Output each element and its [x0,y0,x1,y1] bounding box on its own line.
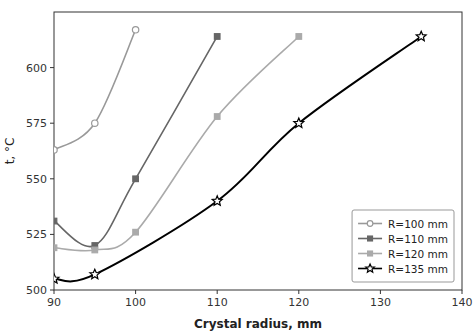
x-tick-label: 120 [288,296,309,309]
x-tick [380,290,381,294]
series-line [54,30,136,150]
point [54,245,57,251]
point [294,118,304,127]
x-tick [135,290,136,294]
legend-marker [368,251,373,256]
series-line [54,36,299,250]
legend-label: R=110 mm [388,233,448,245]
point [54,218,57,224]
legend-label: R=135 mm [388,263,448,275]
legend-marker [367,221,373,227]
legend-marker [368,236,373,241]
series-line [54,36,217,246]
x-tick [54,290,55,294]
point [54,274,59,283]
y-tick [50,290,54,291]
point [296,34,302,40]
legend: R=100 mm R=110 mm R=120 mm R=135 mm [352,210,454,282]
y-tick-label: 525 [26,228,47,241]
x-tick-label: 130 [370,296,391,309]
point [54,147,57,153]
point [90,269,100,278]
chart: 90 100 110 120 130 140 500 525 550 575 600 Crystal … [0,0,474,336]
legend-box [352,210,454,282]
y-tick [50,67,54,68]
x-tick [217,290,218,294]
x-tick-label: 100 [125,296,146,309]
point [92,120,98,126]
y-tick-label: 600 [26,62,47,75]
x-tick-label: 140 [452,296,473,309]
y-tick [50,178,54,179]
y-tick [50,123,54,124]
point [133,229,139,235]
x-axis-label: Crystal radius, mm [194,317,322,331]
legend-marker [366,264,375,272]
y-tick-label: 500 [26,284,47,297]
legend-label: R=100 mm [388,218,448,230]
legend-label: R=120 mm [388,248,448,260]
y-tick-label: 575 [26,117,47,130]
plot-frame [54,12,462,290]
y-tick-label: 550 [26,173,47,186]
point [92,247,98,253]
point [133,176,139,182]
point [132,27,138,33]
point [212,196,222,205]
axes: 90 100 110 120 130 140 500 525 550 575 600 [26,62,473,309]
point [214,114,220,120]
x-tick [298,290,299,294]
point [416,31,426,40]
y-tick [50,234,54,235]
x-tick [462,290,463,294]
x-tick-label: 110 [207,296,228,309]
y-axis-label: t, °C [3,138,17,165]
point [214,34,220,40]
x-tick-label: 90 [47,296,61,309]
